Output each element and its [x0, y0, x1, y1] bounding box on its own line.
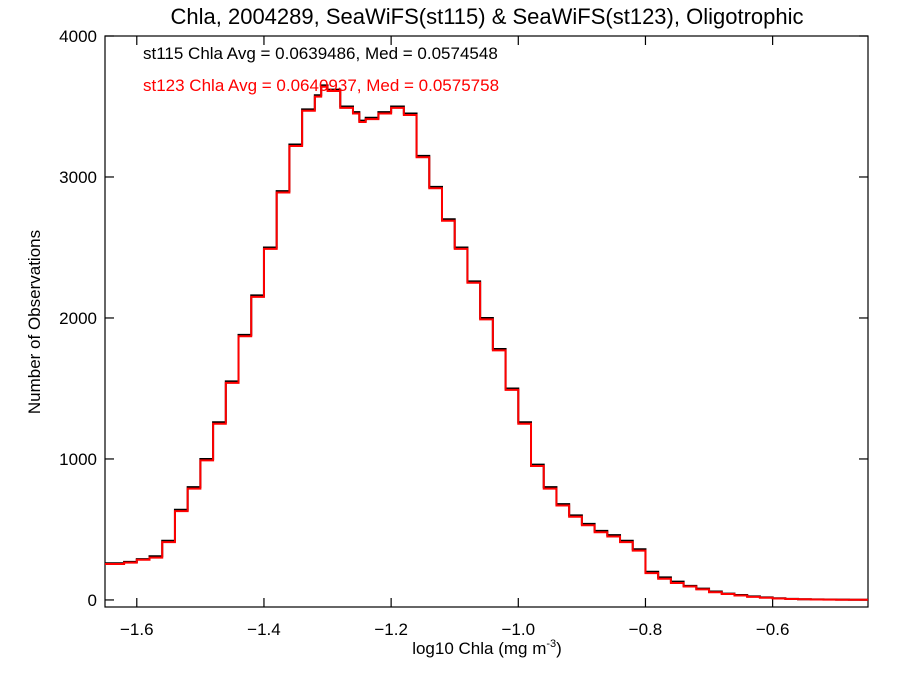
x-tick-label: −1.4 [247, 620, 281, 639]
series-st123-line [105, 85, 868, 601]
y-tick-label: 2000 [59, 309, 97, 328]
x-tick-label: −0.8 [629, 620, 663, 639]
x-tick-label: −1.0 [502, 620, 536, 639]
series-layer [105, 84, 868, 601]
chart-title: Chla, 2004289, SeaWiFS(st115) & SeaWiFS(… [171, 4, 804, 29]
plot-area [104, 35, 869, 608]
x-tick-label: −1.2 [374, 620, 408, 639]
x-tick-label: −1.6 [120, 620, 154, 639]
annotation-st115: st115 Chla Avg = 0.0639486, Med = 0.0574… [143, 44, 498, 63]
y-axis-label: Number of Observations [25, 230, 44, 414]
series-st115-line [105, 84, 868, 601]
x-axis-ticks: −1.6 −1.4 −1.2 −1.0 −0.8 −0.6 [120, 36, 789, 639]
x-tick-label: −0.6 [756, 620, 790, 639]
x-axis-label: log10 Chla (mg m-3) [412, 638, 562, 658]
y-axis-ticks: 0 1000 2000 3000 4000 [59, 27, 868, 610]
y-tick-label: 4000 [59, 27, 97, 46]
y-tick-label: 0 [88, 591, 97, 610]
plot-border [104, 35, 869, 608]
y-tick-label: 1000 [59, 450, 97, 469]
annotation-st123: st123 Chla Avg = 0.0640937, Med = 0.0575… [143, 76, 499, 95]
y-tick-label: 3000 [59, 168, 97, 187]
